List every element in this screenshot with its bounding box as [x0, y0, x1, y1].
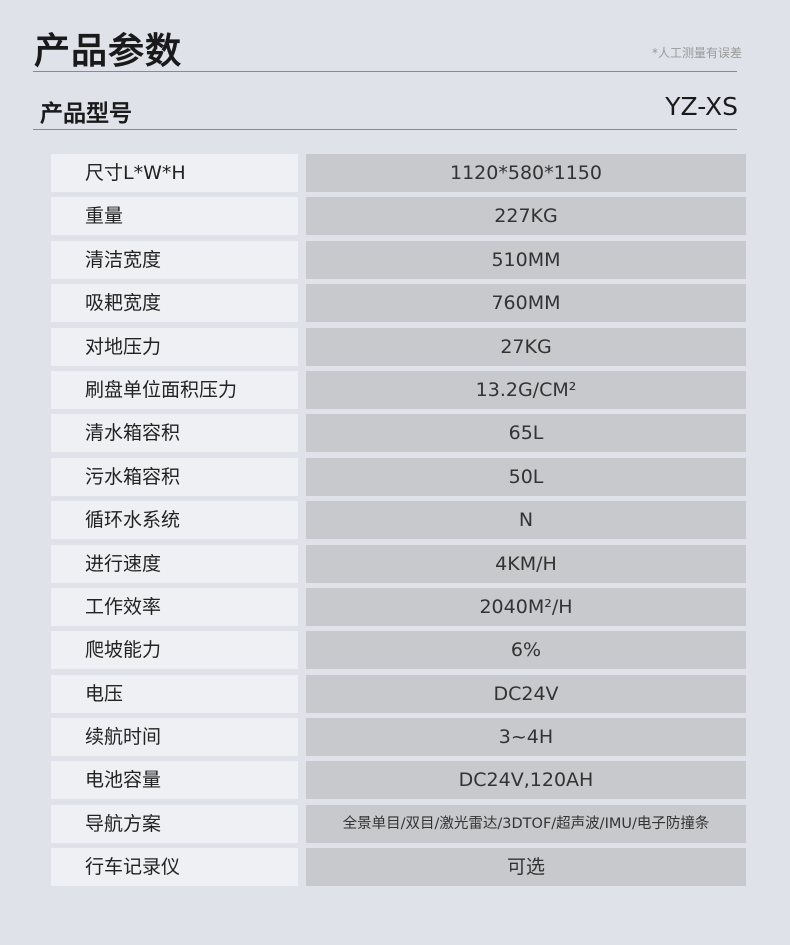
page-title: 产品参数: [34, 31, 183, 72]
spec-row: 续航时间 3~4H: [51, 718, 746, 757]
divider: [33, 71, 737, 72]
spec-key: 重量: [51, 197, 298, 236]
spec-row: 重量 227KG: [51, 197, 746, 236]
spec-row: 爬坡能力 6%: [51, 631, 746, 670]
spec-value: 6%: [306, 631, 746, 670]
spec-key: 污水箱容积: [51, 457, 298, 496]
spec-key: 导航方案: [51, 804, 298, 843]
spec-value: DC24V,120AH: [306, 761, 746, 800]
spec-row: 污水箱容积 50L: [51, 457, 746, 496]
spec-row: 对地压力 27KG: [51, 327, 746, 366]
spec-row: 吸耙宽度 760MM: [51, 284, 746, 323]
spec-key: 电压: [51, 674, 298, 713]
spec-row: 行车记录仪 可选: [51, 848, 746, 887]
model-value: YZ-XS: [665, 92, 738, 121]
spec-row: 导航方案 全景单目/双目/激光雷达/3DTOF/超声波/IMU/电子防撞条: [51, 804, 746, 843]
spec-key: 行车记录仪: [51, 848, 298, 887]
spec-key: 工作效率: [51, 587, 298, 626]
divider: [33, 129, 737, 130]
spec-value: 3~4H: [306, 718, 746, 757]
spec-value: DC24V: [306, 674, 746, 713]
spec-value: 50L: [306, 457, 746, 496]
spec-value: 760MM: [306, 284, 746, 323]
spec-value: 2040M²/H: [306, 587, 746, 626]
spec-key: 吸耙宽度: [51, 284, 298, 323]
spec-value: 4KM/H: [306, 544, 746, 583]
spec-row: 循环水系统 N: [51, 501, 746, 540]
spec-key: 清洁宽度: [51, 240, 298, 279]
spec-key: 刷盘单位面积压力: [51, 370, 298, 409]
spec-value: 可选: [306, 848, 746, 887]
spec-row: 清洁宽度 510MM: [51, 240, 746, 279]
spec-value: N: [306, 501, 746, 540]
spec-row: 电池容量 DC24V,120AH: [51, 761, 746, 800]
spec-row: 工作效率 2040M²/H: [51, 587, 746, 626]
spec-table: 尺寸L*W*H 1120*580*1150 重量 227KG 清洁宽度 510MM 吸耙宽度…: [51, 154, 746, 892]
spec-value: 27KG: [306, 327, 746, 366]
spec-key: 尺寸L*W*H: [51, 154, 298, 192]
spec-row: 尺寸L*W*H 1120*580*1150: [51, 154, 746, 192]
spec-value: 227KG: [306, 197, 746, 236]
spec-row: 进行速度 4KM/H: [51, 544, 746, 583]
spec-value: 65L: [306, 414, 746, 453]
spec-value: 13.2G/CM²: [306, 370, 746, 409]
spec-row: 刷盘单位面积压力 13.2G/CM²: [51, 370, 746, 409]
spec-key: 爬坡能力: [51, 631, 298, 670]
model-label: 产品型号: [40, 101, 132, 127]
spec-key: 循环水系统: [51, 501, 298, 540]
spec-key: 电池容量: [51, 761, 298, 800]
spec-value: 510MM: [306, 240, 746, 279]
spec-key: 对地压力: [51, 327, 298, 366]
spec-row: 电压 DC24V: [51, 674, 746, 713]
spec-key: 清水箱容积: [51, 414, 298, 453]
measurement-note: *人工测量有误差: [651, 46, 742, 60]
spec-key: 进行速度: [51, 544, 298, 583]
spec-row: 清水箱容积 65L: [51, 414, 746, 453]
spec-key: 续航时间: [51, 718, 298, 757]
spec-value: 1120*580*1150: [306, 154, 746, 192]
spec-value: 全景单目/双目/激光雷达/3DTOF/超声波/IMU/电子防撞条: [306, 804, 746, 843]
